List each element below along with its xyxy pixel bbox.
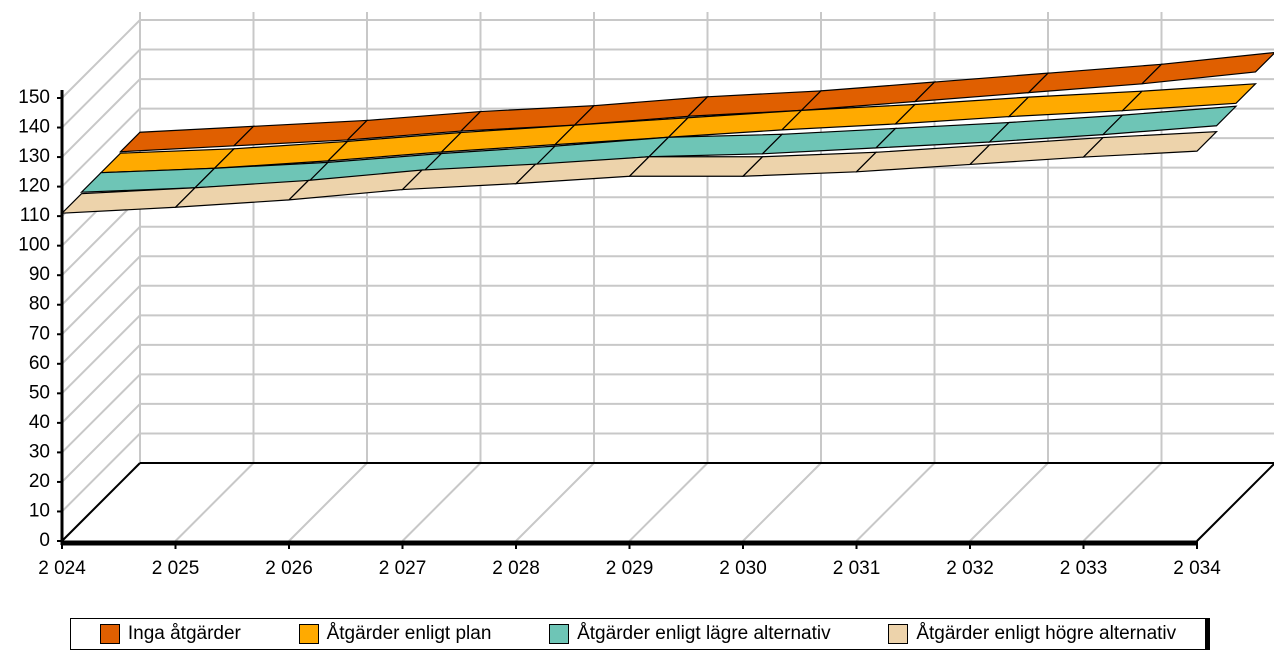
ribbon-segment [1120,83,1258,112]
x-tick-label: 2 024 [38,558,86,579]
floor-line [288,462,368,542]
y-tick-label: 130 [18,146,50,167]
floor-edge [1196,462,1274,542]
y-tick-label: 70 [29,323,50,344]
floor-line [742,462,822,542]
legend-swatch [549,624,570,644]
grid-line [61,344,141,424]
legend-item: Inga åtgärder [99,623,241,645]
ribbon-segment [1081,130,1219,158]
legend-swatch [298,624,319,644]
y-tick-label: 40 [29,412,50,433]
y-tick-label: 150 [18,87,50,108]
floor-line [515,462,595,542]
grid-line [61,255,141,335]
x-tick-label: 2 030 [719,558,767,579]
grid-line [61,403,141,483]
x-tick-label: 2 029 [606,558,654,579]
floor-line [401,462,482,542]
y-tick-label: 30 [29,441,50,462]
ribbon-segment [1140,51,1274,85]
y-tick-label: 90 [29,264,50,285]
ribbon-segment [874,121,1011,149]
legend-label: Åtgärder enligt plan [326,623,492,644]
y-tick-label: 10 [29,500,50,521]
grid-line [61,314,141,395]
ribbon-segment [1007,90,1144,118]
y-tick-label: 20 [29,471,50,492]
floor-line [628,462,709,542]
x-tick-label: 2 028 [492,558,540,579]
ribbon-segment [741,151,878,177]
grid-line [61,285,141,365]
grid-line [61,432,141,513]
legend: Inga åtgärder Åtgärder enligt plan Åtgärde… [70,618,1210,650]
ribbon-segment [647,133,784,158]
legend-label: Åtgärder enligt lägre alternativ [577,623,831,644]
y-tick-label: 110 [20,205,50,226]
legend-item: Åtgärder enligt plan [298,623,492,645]
x-tick-label: 2 032 [946,558,994,579]
legend-item: Åtgärder enligt lägre alternativ [549,623,831,645]
grid-line [61,226,141,306]
y-tick-label: 80 [29,294,50,315]
x-tick-label: 2 027 [379,558,427,579]
legend-label: Inga åtgärder [127,623,241,644]
legend-swatch [888,624,909,644]
y-tick-label: 0 [39,530,50,551]
legend-swatch [99,624,120,644]
grid-line [61,373,141,454]
chart: 0 10 20 30 40 50 60 70 80 90 100 110 120 130 140 150 2 0… [18,12,1274,579]
y-tick-label: 140 [18,117,50,138]
grid-line [61,48,141,129]
legend-label: Åtgärder enligt högre alternativ [916,623,1177,644]
x-tick-label: 2 034 [1173,558,1221,579]
ribbon-segment [760,127,898,155]
y-tick-label: 120 [18,176,50,197]
ribbon-segment [1101,105,1238,136]
x-tick-label: 2 026 [265,558,313,579]
floor-line [1082,462,1163,542]
floor-line [855,462,936,542]
x-tick-label: 2 025 [152,558,200,579]
x-tick-label: 2 033 [1060,558,1108,579]
y-tick-label: 50 [29,382,50,403]
floor-line [174,462,255,542]
grid-line [61,78,141,158]
x-tick-label: 2 031 [833,558,881,579]
ribbon-segment [628,156,764,177]
floor-edge [61,462,141,542]
floor-line [969,462,1049,542]
legend-item: Åtgärder enligt högre alternativ [888,623,1176,645]
y-tick-label: 100 [18,235,50,256]
grid-line [61,107,141,188]
y-tick-label: 60 [29,353,50,374]
grid-line [61,19,141,99]
